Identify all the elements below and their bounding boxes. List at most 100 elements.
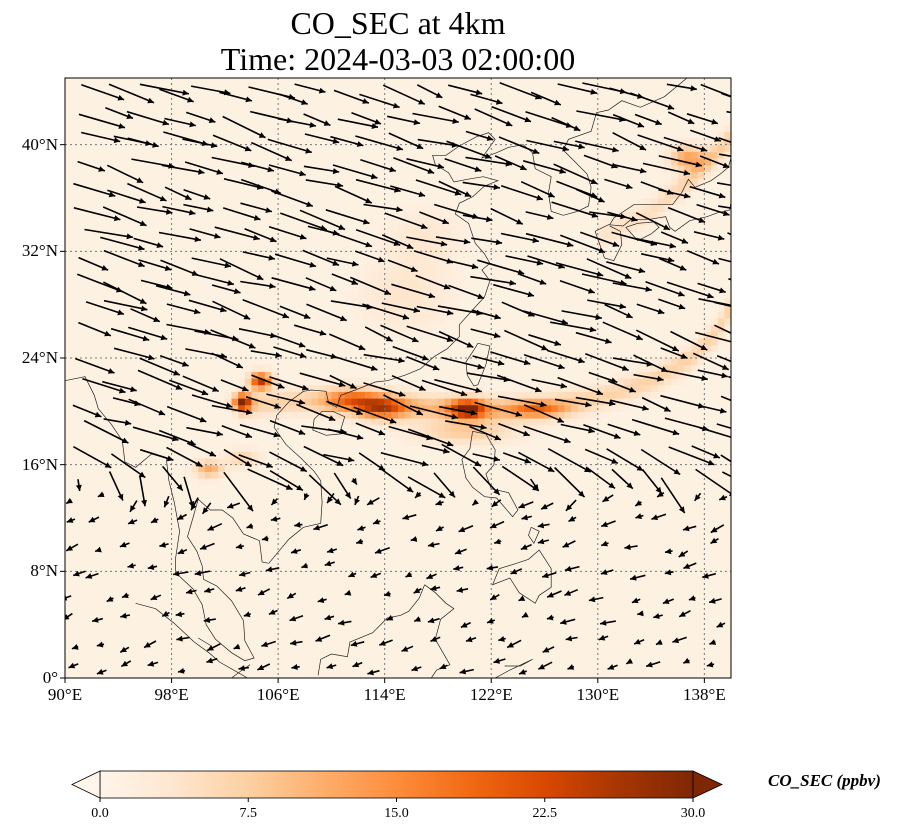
field-cell xyxy=(664,384,672,392)
field-cell xyxy=(231,384,239,392)
field-cell xyxy=(651,211,659,219)
field-cell xyxy=(411,218,419,226)
wind-arrow xyxy=(470,275,516,286)
field-cell xyxy=(411,271,419,279)
wind-arrow xyxy=(585,466,616,490)
field-cell xyxy=(657,158,665,166)
field-cell xyxy=(244,411,253,419)
field-cell xyxy=(597,384,606,392)
field-cell xyxy=(378,224,386,232)
field-cell xyxy=(671,371,679,379)
field-cell xyxy=(404,391,412,399)
field-cell xyxy=(664,171,672,179)
wind-arrow xyxy=(697,282,726,294)
wind-arrow xyxy=(410,536,418,542)
field-cell xyxy=(664,351,672,359)
field-cell xyxy=(724,291,731,299)
field-cell xyxy=(231,404,239,412)
field-cell xyxy=(371,311,379,319)
field-cell xyxy=(411,284,419,292)
field-cell xyxy=(551,391,559,399)
coastline xyxy=(609,157,731,225)
field-cell xyxy=(671,164,679,172)
field-cell xyxy=(304,384,313,392)
wind-arrow xyxy=(108,83,155,104)
wind-arrow xyxy=(270,498,278,506)
wind-arrow xyxy=(498,636,506,642)
field-cell xyxy=(417,264,426,272)
field-cell xyxy=(298,391,306,399)
field-cell xyxy=(351,284,359,292)
wind-arrow xyxy=(238,454,273,468)
field-cell xyxy=(617,371,626,379)
wind-arrow xyxy=(439,405,478,416)
field-cell xyxy=(697,338,705,346)
wind-arrow xyxy=(588,371,618,384)
field-cell xyxy=(244,364,253,372)
field-cell xyxy=(657,378,665,386)
field-cell xyxy=(398,438,406,446)
field-cell xyxy=(417,244,426,252)
wind-arrow xyxy=(72,404,102,418)
field-cell xyxy=(644,378,652,386)
wind-arrow xyxy=(127,518,138,525)
field-cell xyxy=(537,391,546,399)
wind-arrow xyxy=(204,587,215,593)
field-cell xyxy=(677,371,685,379)
field-cell xyxy=(711,344,719,352)
field-cell xyxy=(624,231,632,239)
wind-arrow xyxy=(132,426,179,442)
field-cell xyxy=(404,291,412,299)
field-cell xyxy=(511,438,519,446)
wind-arrow xyxy=(128,326,168,341)
field-cell xyxy=(477,411,486,419)
wind-arrow xyxy=(625,658,633,665)
chart-subtitle: Time: 2024-03-03 02:00:00 xyxy=(220,41,576,77)
wind-arrow xyxy=(728,277,731,281)
field-cell xyxy=(204,478,213,486)
field-cell xyxy=(551,398,559,406)
wind-arrow xyxy=(690,129,722,142)
wind-arrow xyxy=(293,324,327,336)
wind-arrow xyxy=(520,180,555,198)
field-cell xyxy=(631,231,639,239)
wind-arrow xyxy=(651,513,667,520)
wind-arrow xyxy=(519,273,547,285)
wind-arrow xyxy=(303,113,331,127)
wind-arrow xyxy=(662,598,674,605)
field-cell xyxy=(244,464,253,472)
field-cell xyxy=(364,318,372,326)
field-cell xyxy=(564,384,572,392)
wind-arrow xyxy=(66,517,76,523)
wind-arrow xyxy=(448,284,485,300)
lat-tick-label: 0° xyxy=(42,668,58,687)
wind-arrow xyxy=(666,83,697,92)
field-cell xyxy=(404,251,412,259)
wind-arrow xyxy=(212,300,251,320)
wind-arrow xyxy=(386,615,394,621)
field-cell xyxy=(717,331,725,339)
wind-arrow xyxy=(119,541,130,548)
wind-arrow xyxy=(702,572,717,579)
field-cell xyxy=(224,464,233,472)
field-cell xyxy=(384,398,392,406)
field-cell xyxy=(378,324,386,332)
field-cell xyxy=(351,378,359,386)
field-cell xyxy=(664,178,672,186)
field-cell xyxy=(311,378,319,386)
wind-arrow xyxy=(103,418,132,426)
field-cell xyxy=(384,404,392,412)
field-cell xyxy=(371,298,379,306)
field-cell xyxy=(371,278,379,286)
field-cell xyxy=(457,244,466,252)
wind-arrow xyxy=(332,355,378,371)
field-cell xyxy=(677,164,685,172)
field-cell xyxy=(644,384,652,392)
field-cell xyxy=(471,418,479,426)
field-cell xyxy=(384,284,392,292)
field-cell xyxy=(477,384,486,392)
field-cell xyxy=(511,424,519,432)
wind-arrow xyxy=(186,426,224,437)
wind-arrow xyxy=(183,476,195,508)
wind-arrow xyxy=(326,257,359,267)
